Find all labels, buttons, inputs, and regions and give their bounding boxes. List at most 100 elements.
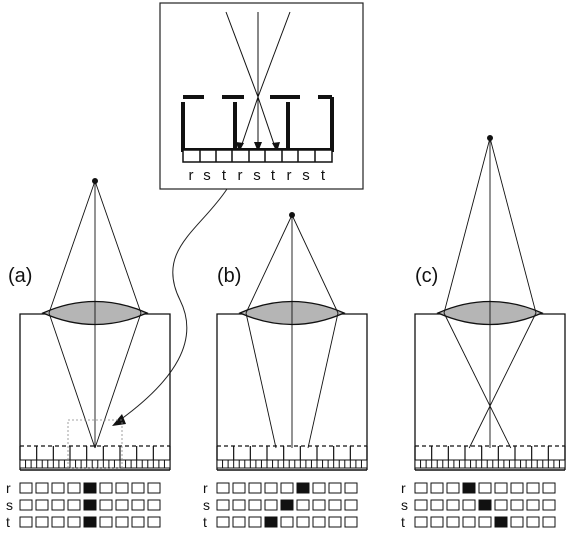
pixel — [67, 499, 81, 511]
sensor-strip — [414, 459, 566, 469]
row-label-t: t — [6, 514, 10, 530]
pixel — [115, 499, 129, 511]
inset-subpixel-strip — [182, 149, 333, 163]
pixel — [280, 516, 294, 528]
pixel — [19, 499, 33, 511]
pixel — [232, 516, 246, 528]
pixel — [462, 499, 476, 511]
pixel — [99, 499, 113, 511]
pixel-active — [296, 482, 310, 494]
inset-rays — [225, 11, 291, 151]
inset-subpixel-label: r — [238, 167, 243, 184]
pixel — [462, 516, 476, 528]
pixel — [131, 499, 145, 511]
inset-subpixel-label: s — [203, 167, 211, 184]
pixel — [264, 499, 278, 511]
pixel — [280, 482, 294, 494]
panel-label: (a) — [8, 265, 32, 287]
pixel — [328, 482, 342, 494]
pixel — [542, 482, 556, 494]
pixel — [232, 499, 246, 511]
pixel — [35, 482, 49, 494]
light-rays — [245, 214, 339, 449]
pixel — [478, 482, 492, 494]
pixel — [526, 482, 540, 494]
pixel-active — [83, 482, 97, 494]
pixel — [248, 499, 262, 511]
pixel-readout: rst — [6, 480, 161, 530]
light-rays — [443, 137, 537, 449]
pixel — [131, 516, 145, 528]
pixel-readout: rst — [203, 480, 358, 530]
pixel — [115, 516, 129, 528]
pixel — [542, 499, 556, 511]
sensor-strip — [19, 459, 171, 469]
pixel — [494, 499, 508, 511]
pixel — [51, 499, 65, 511]
pixel — [232, 482, 246, 494]
panel-a: (a) rst — [6, 178, 171, 530]
pixel — [526, 516, 540, 528]
microlens-array — [19, 445, 171, 460]
pixel — [312, 499, 326, 511]
row-label-r: r — [401, 480, 406, 496]
pixel-active — [83, 516, 97, 528]
pixel-active — [83, 499, 97, 511]
pixel — [35, 499, 49, 511]
pixel — [446, 499, 460, 511]
pixel — [446, 516, 460, 528]
inset-subpixel-label: t — [222, 167, 227, 184]
pixel — [248, 482, 262, 494]
pixel — [67, 482, 81, 494]
pixel — [312, 482, 326, 494]
pixel — [296, 499, 310, 511]
pixel-active — [264, 516, 278, 528]
row-label-t: t — [401, 514, 405, 530]
pixel — [494, 482, 508, 494]
pixel — [147, 499, 161, 511]
pixel — [19, 516, 33, 528]
panel-label: (b) — [217, 265, 241, 287]
light-rays — [48, 180, 142, 449]
sensor-strip — [216, 459, 368, 469]
microlens-array — [414, 445, 566, 460]
pixel — [430, 482, 444, 494]
pixel — [216, 482, 230, 494]
pixel — [216, 516, 230, 528]
pixel — [510, 482, 524, 494]
row-label-s: s — [6, 497, 13, 513]
pixel — [99, 482, 113, 494]
inset-subpixel-label: t — [271, 167, 276, 184]
pixel — [296, 516, 310, 528]
pixel — [51, 482, 65, 494]
zoom-region-box — [67, 419, 123, 469]
pixel-active — [280, 499, 294, 511]
pixel — [147, 482, 161, 494]
pixel — [414, 516, 428, 528]
row-label-r: r — [203, 480, 208, 496]
pixel-active — [494, 516, 508, 528]
pixel-active — [478, 499, 492, 511]
row-label-s: s — [401, 497, 408, 513]
pixel — [430, 516, 444, 528]
pixel — [115, 482, 129, 494]
pixel — [248, 516, 262, 528]
pixel — [344, 516, 358, 528]
pixel — [51, 516, 65, 528]
pixel — [312, 516, 326, 528]
pixel — [430, 499, 444, 511]
pixel — [510, 499, 524, 511]
pixel — [414, 482, 428, 494]
pixel — [478, 516, 492, 528]
inset-subpixel-label: r — [189, 167, 194, 184]
connector-arrow — [112, 188, 228, 426]
inset-subpixel-label: s — [302, 167, 310, 184]
row-label-t: t — [203, 514, 207, 530]
inset-subpixel-label: t — [321, 167, 326, 184]
inset-subpixel-label: r — [287, 167, 292, 184]
panels: (a)rst(b)rst(c)rst — [6, 135, 566, 530]
pixel — [131, 482, 145, 494]
